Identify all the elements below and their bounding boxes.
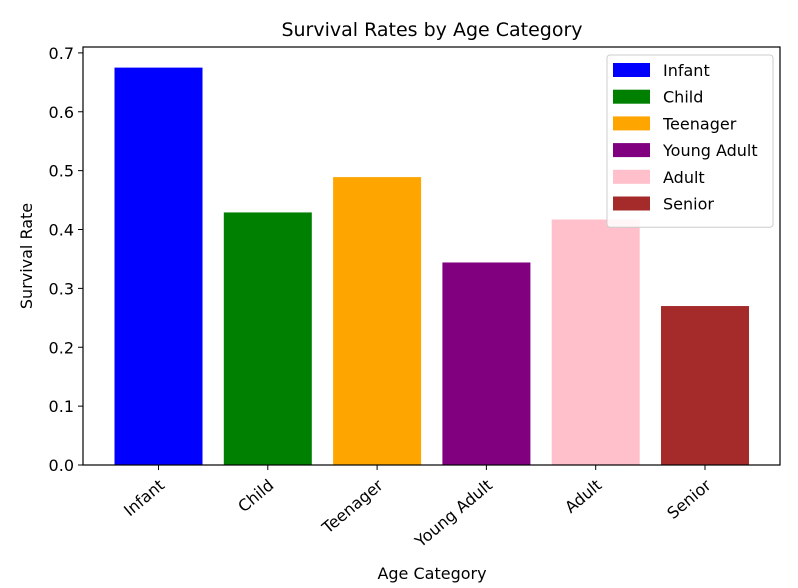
legend-label-3: Young Adult xyxy=(662,141,758,160)
legend-swatch-4 xyxy=(613,169,650,184)
legend-swatch-5 xyxy=(613,196,650,211)
legend-label-5: Senior xyxy=(663,195,714,214)
legend-swatch-1 xyxy=(613,89,650,104)
bar-3 xyxy=(442,262,531,465)
y-tick-label-3: 0.3 xyxy=(49,279,74,298)
x-tick-label-3: Young Adult xyxy=(410,476,495,552)
y-tick-label-2: 0.2 xyxy=(49,338,74,357)
x-tick-label-2: Teenager xyxy=(318,475,387,538)
plot-frame xyxy=(82,46,781,466)
x-tick-label-1: Child xyxy=(234,476,277,516)
bars-group xyxy=(114,67,749,465)
bar-5 xyxy=(661,306,749,465)
y-tick-label-0: 0.0 xyxy=(49,456,74,475)
legend-swatch-3 xyxy=(613,143,650,158)
x-axis: Infant Child Teenager Young Adult Adult Senio… xyxy=(120,465,715,552)
bar-2 xyxy=(333,177,422,465)
x-tick-label-5: Senior xyxy=(663,475,715,523)
y-tick-label-5: 0.5 xyxy=(49,162,74,181)
bar-4 xyxy=(551,219,640,465)
legend-label-2: Teenager xyxy=(662,114,737,133)
y-axis-title: Survival Rate xyxy=(17,203,36,309)
chart-title: Survival Rates by Age Category xyxy=(281,19,582,41)
bar-0 xyxy=(114,67,203,465)
legend-label-4: Adult xyxy=(663,168,705,187)
y-tick-label-6: 0.6 xyxy=(49,103,74,122)
y-tick-label-4: 0.4 xyxy=(49,221,74,240)
legend-swatch-2 xyxy=(613,116,650,131)
legend-label-0: Infant xyxy=(663,61,710,80)
bar-1 xyxy=(223,212,312,465)
x-axis-title: Age Category xyxy=(377,564,486,583)
x-tick-label-0: Infant xyxy=(120,476,168,521)
legend-swatch-0 xyxy=(613,63,650,77)
x-tick-label-4: Adult xyxy=(561,476,605,517)
y-tick-label-1: 0.1 xyxy=(49,397,74,416)
legend: Infant Child Teenager Young Adult Adult Senio… xyxy=(606,54,774,228)
y-axis: 0.0 0.1 0.2 0.3 0.4 0.5 0.6 0.7 xyxy=(49,44,83,475)
y-tick-label-7: 0.7 xyxy=(49,44,74,63)
legend-label-1: Child xyxy=(663,88,703,107)
